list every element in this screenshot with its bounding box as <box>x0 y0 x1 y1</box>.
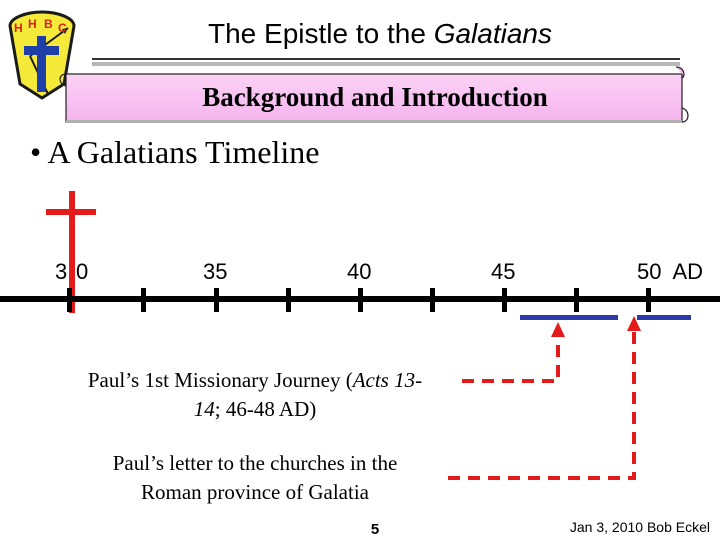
tick-45 <box>502 288 507 312</box>
cross-icon <box>46 191 96 313</box>
tick-40 <box>358 288 363 312</box>
tick-50 <box>646 288 651 312</box>
cross-compass-logo-icon: H H B C <box>8 10 76 100</box>
tick-30 <box>67 288 72 312</box>
slide-title-emphasis: Galatians <box>433 18 552 49</box>
bullet-heading: • A Galatians Timeline <box>30 134 319 171</box>
page-number: 5 <box>370 521 380 538</box>
logo-letter-b: B <box>44 17 53 31</box>
journey-caption-dates: ; 46-48 AD) <box>214 397 317 421</box>
letter-caption-line-1: Paul’s letter to the churches in the <box>112 451 398 475</box>
hhbc-logo: H H B C <box>2 8 82 100</box>
tick-label-50-ad: 50 AD <box>637 259 704 284</box>
journey-arrow <box>462 322 565 383</box>
bullet-heading-text: A Galatians Timeline <box>47 134 320 170</box>
tick-label-35: 35 <box>203 259 228 284</box>
journey-caption-text: Paul’s 1st Missionary Journey ( <box>87 368 353 392</box>
tick-35 <box>214 288 219 312</box>
journey-caption-ref-cont: 14 <box>193 397 215 421</box>
title-rule <box>92 58 680 60</box>
tick-37 <box>286 288 291 312</box>
journey-caption: Paul’s 1st Missionary Journey (Acts 13- 1… <box>50 366 460 424</box>
subtitle-scroll <box>56 64 692 128</box>
tick-32 <box>141 288 146 312</box>
tick-47 <box>574 288 579 312</box>
scroll-banner-icon <box>59 66 689 123</box>
letter-period-bar <box>637 315 691 320</box>
letter-arrow <box>448 316 641 480</box>
tick-label-30b: 0 <box>76 259 89 284</box>
journey-period-bar <box>520 315 618 320</box>
letter-caption-line-2: Roman province of Galatia <box>140 480 369 504</box>
tick-label-30a: 3 <box>55 259 68 284</box>
logo-letter-c: C <box>58 21 67 35</box>
title-rule-shadow <box>92 62 680 66</box>
slide-title: The Epistle to the Galatians <box>90 18 670 50</box>
letter-caption: Paul’s letter to the churches in the Roma… <box>80 449 430 507</box>
tick-label-40: 40 <box>347 259 372 284</box>
footer-credit: Jan 3, 2010 Bob Eckel <box>569 519 710 535</box>
slide-title-text: The Epistle to the <box>208 18 434 49</box>
tick-42 <box>430 288 435 312</box>
journey-caption-ref: Acts 13- <box>352 368 423 392</box>
bullet-marker: • <box>30 134 42 170</box>
logo-letter-h1: H <box>14 21 23 35</box>
logo-letter-h2: H <box>28 17 37 31</box>
slide-subtitle: Background and Introduction <box>202 82 548 112</box>
tick-label-45: 45 <box>491 259 516 284</box>
